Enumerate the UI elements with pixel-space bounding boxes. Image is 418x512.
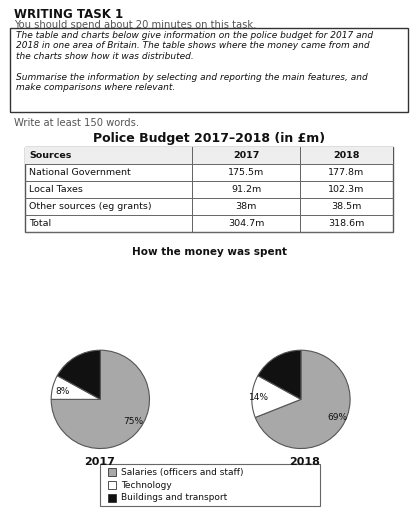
Bar: [25, 147, 393, 232]
Text: 69%: 69%: [327, 413, 347, 422]
Text: Technology: Technology: [121, 480, 172, 489]
Bar: [100, 464, 320, 506]
Wedge shape: [258, 350, 301, 399]
Text: National Government: National Government: [29, 168, 131, 177]
Text: Local Taxes: Local Taxes: [29, 185, 83, 194]
Text: 75%: 75%: [123, 417, 143, 426]
Text: 177.8m: 177.8m: [329, 168, 364, 177]
Text: 38m: 38m: [235, 202, 257, 211]
Wedge shape: [51, 350, 150, 449]
Text: How the money was spent: How the money was spent: [132, 247, 286, 257]
Text: 2018: 2018: [333, 151, 360, 160]
Text: You should spend about 20 minutes on this task.: You should spend about 20 minutes on thi…: [14, 20, 256, 30]
Text: 91.2m: 91.2m: [231, 185, 261, 194]
Bar: [108, 468, 116, 476]
Text: 175.5m: 175.5m: [228, 168, 264, 177]
Text: Police Budget 2017–2018 (in £m): Police Budget 2017–2018 (in £m): [93, 132, 325, 145]
Text: 102.3m: 102.3m: [328, 185, 364, 194]
Bar: [10, 28, 408, 112]
Text: 318.6m: 318.6m: [328, 219, 364, 228]
Text: 2018: 2018: [290, 457, 321, 467]
Text: Write at least 150 words.: Write at least 150 words.: [14, 118, 139, 128]
Text: The table and charts below give information on the police budget for 2017 and: The table and charts below give informat…: [16, 31, 373, 40]
Wedge shape: [255, 350, 350, 449]
Wedge shape: [57, 350, 100, 399]
Text: 2017: 2017: [84, 457, 115, 467]
Text: Summarise the information by selecting and reporting the main features, and: Summarise the information by selecting a…: [16, 73, 368, 82]
Text: Buildings and transport: Buildings and transport: [121, 494, 227, 502]
Bar: [108, 494, 116, 502]
Text: 14%: 14%: [249, 393, 269, 402]
Text: Sources: Sources: [29, 151, 71, 160]
Bar: [108, 481, 116, 489]
Wedge shape: [51, 376, 100, 399]
Text: WRITING TASK 1: WRITING TASK 1: [14, 8, 123, 21]
Text: Other sources (eg grants): Other sources (eg grants): [29, 202, 152, 211]
Text: 38.5m: 38.5m: [331, 202, 362, 211]
Text: make comparisons where relevant.: make comparisons where relevant.: [16, 83, 175, 93]
Text: Total: Total: [29, 219, 51, 228]
Text: 8%: 8%: [55, 387, 69, 396]
Text: 2017: 2017: [233, 151, 259, 160]
Bar: [25, 147, 393, 164]
Text: 17%: 17%: [265, 368, 285, 376]
Text: the charts show how it was distributed.: the charts show how it was distributed.: [16, 52, 194, 61]
Text: 17%: 17%: [64, 368, 84, 376]
Text: Salaries (officers and staff): Salaries (officers and staff): [121, 467, 244, 477]
Text: 2018 in one area of Britain. The table shows where the money came from and: 2018 in one area of Britain. The table s…: [16, 41, 370, 51]
Text: 304.7m: 304.7m: [228, 219, 264, 228]
Wedge shape: [252, 376, 301, 417]
